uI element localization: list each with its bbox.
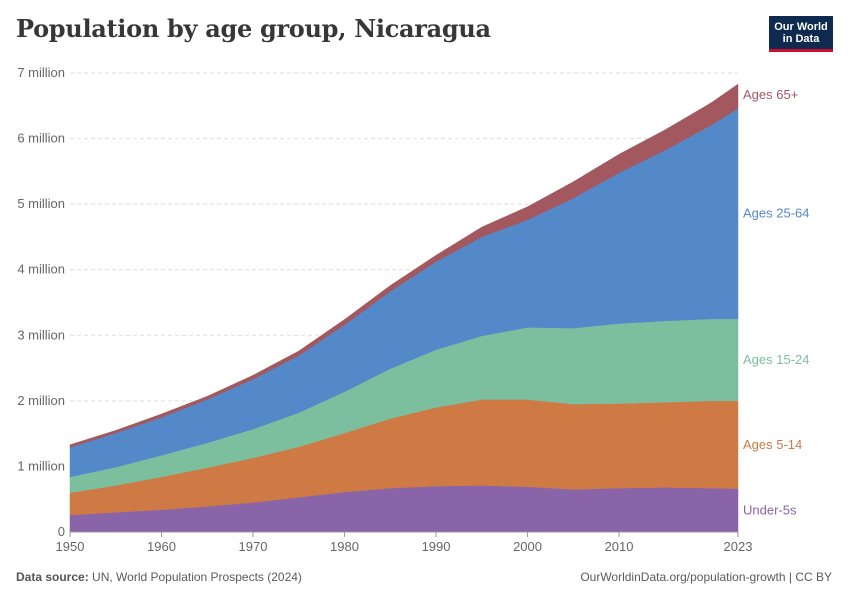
- source-url[interactable]: OurWorldinData.org/population-growth | C…: [580, 570, 832, 584]
- y-tick-label: 4 million: [17, 262, 65, 277]
- x-tick-label: 1990: [422, 539, 451, 554]
- series-label-ages-65[interactable]: Ages 65+: [743, 87, 798, 102]
- x-tick-label: 1980: [330, 539, 359, 554]
- y-tick-label: 7 million: [17, 65, 65, 80]
- y-tick-label: 0: [58, 524, 65, 539]
- y-tick-label: 6 million: [17, 131, 65, 146]
- data-source: Data source: UN, World Population Prospe…: [16, 570, 302, 584]
- x-tick-label: 2010: [605, 539, 634, 554]
- x-tick-label: 1950: [56, 539, 85, 554]
- series-label-ages-15-24[interactable]: Ages 15-24: [743, 352, 810, 367]
- series-label-ages-5-14[interactable]: Ages 5-14: [743, 437, 802, 452]
- series-label-under-5s[interactable]: Under-5s: [743, 502, 797, 517]
- x-tick-label: 1960: [147, 539, 176, 554]
- x-tick-label: 1970: [239, 539, 268, 554]
- x-tick-label: 2000: [513, 539, 542, 554]
- chart-title: Population by age group, Nicaragua: [16, 14, 491, 43]
- logo-line-2: in Data: [782, 33, 820, 45]
- owid-logo[interactable]: Our World in Data: [769, 16, 833, 52]
- y-tick-label: 2 million: [17, 393, 65, 408]
- y-tick-label: 1 million: [17, 458, 65, 473]
- logo-line-1: Our World: [774, 21, 828, 33]
- area-ages-65[interactable]: [69, 83, 739, 448]
- data-source-label: Data source:: [16, 570, 89, 584]
- y-tick-label: 3 million: [17, 327, 65, 342]
- series-label-ages-25-64[interactable]: Ages 25-64: [743, 206, 810, 221]
- x-tick-label: 2023: [724, 539, 753, 554]
- y-tick-label: 5 million: [17, 196, 65, 211]
- series-labels: Under-5s Ages 5-14 Ages 15-24 Ages 25-64 Age…: [743, 87, 810, 517]
- data-source-text[interactable]: UN, World Population Prospects (2024): [92, 570, 302, 584]
- area-series: [69, 83, 739, 533]
- axes: 0 1 million 2 million 3 million 4 million 5 m…: [17, 65, 752, 554]
